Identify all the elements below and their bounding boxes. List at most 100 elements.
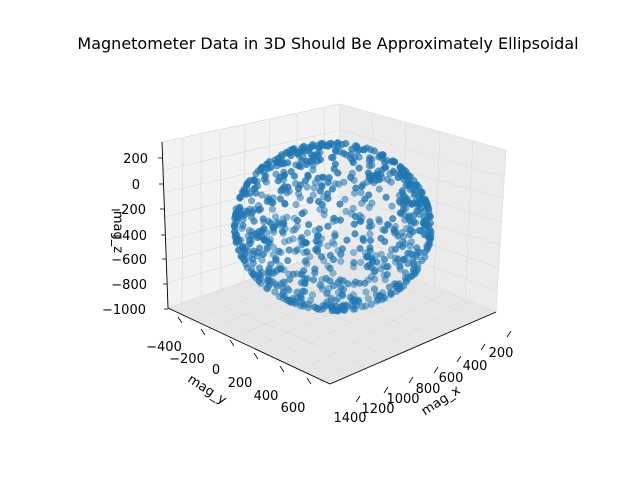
data-point (366, 154, 374, 162)
data-point (328, 185, 336, 193)
data-point (323, 190, 332, 198)
data-point (326, 264, 334, 272)
data-point (328, 238, 336, 246)
data-point (406, 226, 414, 234)
data-point (398, 187, 406, 195)
data-point (303, 160, 311, 168)
data-point (368, 199, 376, 207)
data-point (303, 248, 311, 256)
data-point (342, 139, 350, 148)
z-tick-label: −200 (110, 203, 146, 218)
data-point (349, 204, 357, 212)
data-point (331, 232, 339, 240)
data-point (296, 293, 304, 301)
data-point (296, 181, 304, 189)
data-point (239, 242, 247, 250)
data-point (330, 240, 338, 248)
data-point (351, 230, 359, 238)
data-point (364, 295, 372, 303)
data-point (318, 285, 326, 293)
data-point (309, 276, 318, 284)
data-point (284, 257, 292, 265)
data-point (382, 193, 390, 201)
data-point (269, 269, 277, 277)
data-point (422, 199, 430, 207)
data-point (355, 164, 363, 172)
data-point (260, 224, 268, 232)
x-tick-label: 1400 (333, 411, 366, 426)
data-point (303, 229, 312, 237)
data-point (260, 175, 268, 183)
data-point (323, 290, 331, 298)
data-point (309, 191, 317, 199)
data-point (385, 283, 393, 291)
data-point (338, 245, 346, 253)
data-point (425, 208, 433, 216)
data-point (329, 153, 337, 162)
data-point (389, 157, 397, 165)
data-point (293, 222, 301, 231)
data-point (268, 277, 276, 286)
data-point (356, 245, 364, 253)
data-point (394, 232, 402, 240)
data-point (274, 154, 282, 163)
data-point (342, 207, 350, 215)
data-point (256, 244, 264, 252)
data-point (410, 261, 418, 269)
data-point (314, 231, 322, 239)
data-point (338, 302, 346, 310)
data-point (401, 269, 410, 277)
data-point (315, 225, 324, 233)
data-point (355, 153, 363, 161)
data-point (405, 212, 413, 220)
data-point (397, 209, 405, 217)
data-point (281, 238, 289, 246)
data-point (272, 213, 280, 221)
data-point (350, 259, 358, 267)
data-point (383, 271, 391, 279)
data-point (278, 227, 286, 235)
data-point (287, 152, 295, 160)
y-tick-label: 200 (228, 376, 253, 391)
data-point (351, 278, 360, 286)
data-point (371, 275, 379, 283)
data-point (366, 236, 375, 244)
y-tick-label: 400 (254, 389, 279, 404)
data-point (366, 230, 374, 238)
data-point (347, 173, 355, 181)
data-point (336, 200, 344, 208)
chart-title: Magnetometer Data in 3D Should Be Approx… (77, 34, 578, 53)
data-point (395, 241, 403, 249)
data-point (293, 246, 301, 254)
z-tick-label: 200 (123, 152, 148, 167)
data-point (263, 245, 271, 253)
data-point (351, 212, 360, 221)
data-point (315, 197, 323, 206)
data-point (396, 162, 404, 171)
data-point (300, 267, 308, 275)
data-point (286, 275, 294, 283)
data-point (276, 265, 285, 273)
data-point (295, 162, 303, 170)
data-point (341, 195, 349, 203)
data-point (392, 280, 400, 288)
data-point (375, 176, 383, 184)
data-point (409, 267, 418, 275)
data-point (249, 269, 257, 277)
data-point (314, 157, 322, 165)
data-point (289, 145, 297, 153)
data-point (358, 183, 366, 191)
z-tick-label: 0 (132, 178, 140, 193)
data-point (366, 218, 374, 226)
data-point (349, 159, 357, 167)
data-point (255, 264, 264, 272)
data-point (290, 172, 298, 180)
data-point (350, 220, 358, 228)
data-point (327, 139, 335, 147)
data-point (423, 242, 431, 250)
y-tick-label: 600 (281, 401, 306, 416)
axes (158, 141, 512, 403)
data-point (388, 202, 396, 210)
data-point (239, 221, 247, 230)
data-point (301, 258, 309, 266)
